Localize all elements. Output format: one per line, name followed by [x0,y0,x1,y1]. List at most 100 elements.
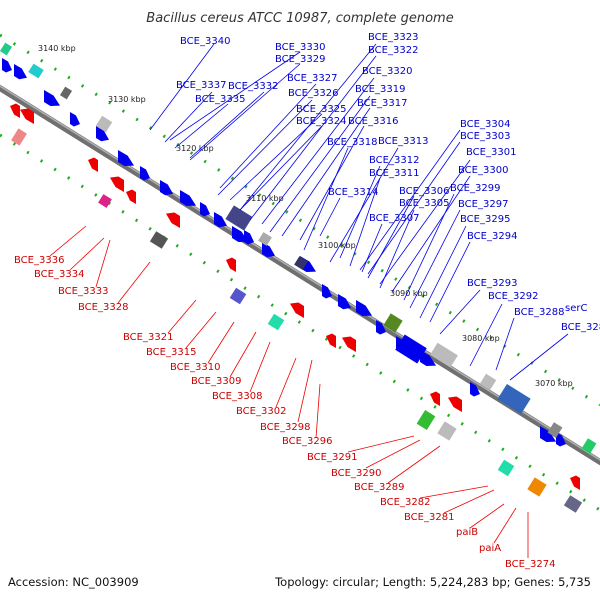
gene-label[interactable]: BCE_3307 [369,213,419,224]
gene-label[interactable]: BCE_3325 [296,104,346,115]
gene-label[interactable]: BCE_3293 [467,278,517,289]
gene-label[interactable]: BCE_3292 [488,291,538,302]
feature-block[interactable] [581,438,597,454]
feature-block[interactable] [98,194,112,208]
gene-label[interactable]: BCE_3320 [362,66,412,77]
gene-label[interactable]: BCE_3328 [78,302,128,313]
gene-label[interactable]: BCE_3335 [195,94,245,105]
feature-block[interactable] [149,231,169,249]
gene-label[interactable]: BCE_3310 [170,362,220,373]
reverse-gene[interactable] [10,103,20,119]
gene-label[interactable]: BCE_3316 [348,116,398,127]
gene-label[interactable]: BCE_3303 [460,131,510,142]
gene-label[interactable]: BCE_3296 [282,436,332,447]
gene-label[interactable]: BCE_3315 [146,347,196,358]
gene-label[interactable]: BCE_3306 [399,186,449,197]
gene-label[interactable]: BCE_3301 [466,147,516,158]
feature-block[interactable] [267,313,285,331]
reverse-gene[interactable] [166,212,180,229]
forward-gene[interactable] [70,112,80,127]
gene-label[interactable]: paiB [456,527,478,538]
gene-label[interactable]: BCE_3297 [458,199,508,210]
forward-gene[interactable] [118,150,134,166]
reverse-gene[interactable] [326,333,336,349]
gene-label[interactable]: BCE_3308 [212,391,262,402]
feature-block[interactable] [59,86,73,100]
gene-label[interactable]: BCE_3337 [176,80,226,91]
feature-block[interactable] [11,128,27,146]
feature-block[interactable] [527,477,547,497]
gene-label[interactable]: paiA [479,543,501,554]
feature-block[interactable] [437,421,457,441]
gene-label[interactable]: BCE_3300 [458,165,508,176]
forward-gene[interactable] [338,294,351,310]
feature-block[interactable] [28,63,44,79]
gene-label[interactable]: BCE_3304 [460,119,510,130]
gene-label[interactable]: BCE_3288 [514,307,564,318]
gene-label[interactable]: BCE_3274 [505,559,555,570]
feature-block[interactable] [229,287,247,305]
gene-label[interactable]: BCE_3321 [123,332,173,343]
gene-label[interactable]: BCE_3289 [354,482,404,493]
reverse-gene[interactable] [570,475,580,491]
reverse-gene[interactable] [290,302,304,319]
forward-gene[interactable] [214,212,227,228]
feature-block[interactable] [497,383,531,415]
gene-label[interactable]: BCE_3324 [296,116,346,127]
gene-label[interactable]: BCE_3334 [34,269,84,280]
gene-label[interactable]: BCE_3330 [275,42,325,53]
feature-block[interactable] [0,42,13,56]
gene-label[interactable]: BCE_3323 [368,32,418,43]
reverse-gene[interactable] [448,396,462,413]
gene-label[interactable]: BCE_3287 [561,322,600,333]
forward-gene[interactable] [556,432,566,447]
feature-block[interactable] [225,205,253,231]
reverse-gene[interactable] [88,157,98,173]
gene-label[interactable]: BCE_3311 [369,168,419,179]
forward-gene[interactable] [376,320,386,335]
gene-label[interactable]: BCE_3340 [180,36,230,47]
feature-block[interactable] [563,495,583,513]
reverse-gene[interactable] [342,336,356,353]
forward-gene[interactable] [262,242,275,258]
feature-block[interactable] [479,373,497,391]
feature-block[interactable] [258,232,272,246]
reverse-gene[interactable] [126,189,136,205]
forward-gene[interactable] [244,230,254,245]
forward-gene[interactable] [96,126,109,142]
forward-gene[interactable] [322,284,332,299]
gene-label[interactable]: BCE_3291 [307,452,357,463]
gene-label[interactable]: BCE_3336 [14,255,64,266]
reverse-gene[interactable] [110,176,124,193]
forward-gene[interactable] [14,64,27,80]
reverse-gene[interactable] [226,257,236,273]
gene-label[interactable]: BCE_3309 [191,376,241,387]
gene-label[interactable]: BCE_3302 [236,406,286,417]
gene-label[interactable]: BCE_3282 [380,497,430,508]
feature-block[interactable] [294,256,308,270]
gene-label[interactable]: serC [565,303,587,314]
forward-gene[interactable] [44,90,60,106]
gene-label[interactable]: BCE_3322 [368,45,418,56]
gene-label[interactable]: BCE_3313 [378,136,428,147]
forward-gene[interactable] [356,300,372,316]
reverse-gene[interactable] [20,108,34,125]
gene-label[interactable]: BCE_3317 [357,98,407,109]
gene-label[interactable]: BCE_3326 [288,88,338,99]
feature-block[interactable] [416,410,436,430]
gene-label[interactable]: BCE_3294 [467,231,517,242]
gene-label[interactable]: BCE_3314 [328,187,378,198]
gene-label[interactable]: BCE_3281 [404,512,454,523]
forward-gene[interactable] [160,180,173,196]
gene-label[interactable]: BCE_3319 [355,84,405,95]
forward-gene[interactable] [420,350,436,366]
forward-gene[interactable] [180,190,196,206]
gene-label[interactable]: BCE_3305 [399,198,449,209]
feature-block[interactable] [95,115,113,133]
gene-label[interactable]: BCE_3298 [260,422,310,433]
gene-label[interactable]: BCE_3318 [327,137,377,148]
feature-block[interactable] [430,342,458,368]
feature-block[interactable] [547,422,563,438]
gene-label[interactable]: BCE_3290 [331,468,381,479]
forward-gene[interactable] [470,382,480,397]
